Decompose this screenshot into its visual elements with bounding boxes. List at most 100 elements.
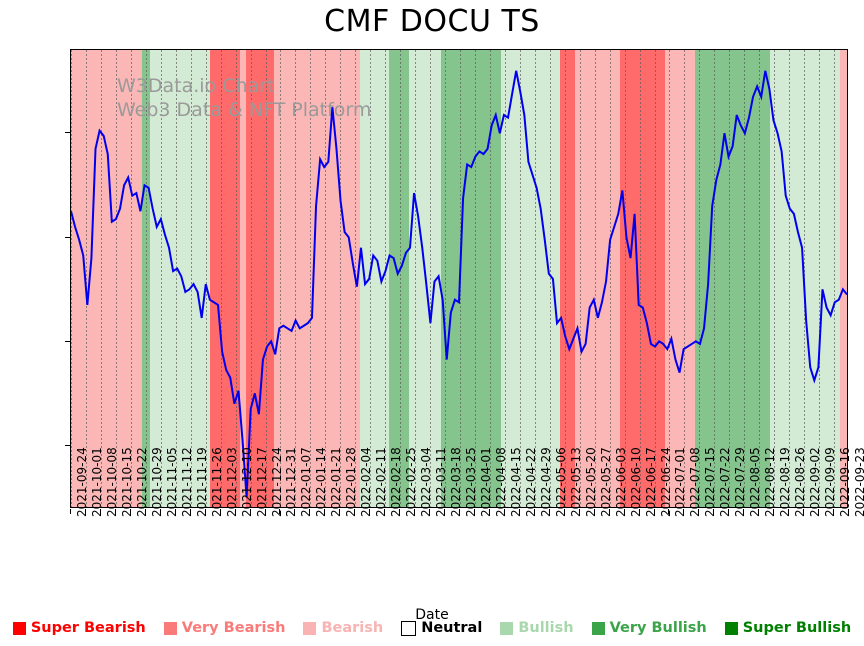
gridline	[744, 50, 746, 507]
gridline	[400, 50, 402, 507]
x-tick-mark	[488, 509, 490, 514]
legend-label: Bearish	[321, 620, 384, 636]
gridline	[684, 50, 686, 507]
gridline	[205, 50, 207, 507]
gridline	[504, 50, 506, 507]
x-tick-label: 2022-08-26	[793, 447, 808, 517]
x-tick-mark	[773, 509, 775, 514]
x-tick-label: 2022-06-03	[613, 447, 628, 517]
x-tick-mark	[668, 509, 670, 514]
gridline	[145, 50, 147, 507]
x-tick-mark	[354, 509, 356, 514]
y-tick-mark	[65, 445, 70, 447]
x-tick-mark	[204, 509, 206, 514]
x-tick-label: 2022-03-18	[449, 447, 464, 517]
gridline	[160, 50, 162, 507]
x-tick-mark	[503, 509, 505, 514]
sentiment-band-very_bearish	[575, 50, 621, 507]
sentiment-band-very_bearish	[239, 50, 247, 507]
gridline	[534, 50, 536, 507]
x-tick-label: 2022-08-19	[778, 447, 793, 517]
x-tick-label: 2021-10-08	[104, 447, 119, 517]
gridline	[430, 50, 432, 507]
legend-swatch-icon	[591, 621, 605, 635]
gridline	[100, 50, 102, 507]
x-tick-mark	[264, 509, 266, 514]
x-tick-label: 2022-04-22	[523, 447, 538, 517]
x-tick-mark	[459, 509, 460, 514]
x-tick-label: 2021-11-05	[164, 447, 179, 517]
x-tick-mark	[653, 509, 655, 514]
sentiment-band-super_bearish	[620, 50, 666, 507]
gridline	[729, 50, 731, 507]
x-tick-label: 2022-06-10	[628, 447, 643, 517]
legend-item-super-bullish[interactable]: Super Bullish	[724, 620, 852, 636]
x-tick-label: 2022-07-08	[688, 447, 703, 517]
gridline	[295, 50, 297, 507]
gridline	[250, 50, 252, 507]
gridline	[834, 50, 836, 507]
x-tick-mark	[623, 509, 625, 514]
x-tick-label: 2021-12-31	[284, 447, 299, 517]
x-tick-label: 2021-10-22	[134, 447, 149, 517]
gridline	[579, 50, 581, 507]
x-tick-label: 2022-01-07	[299, 447, 314, 517]
x-tick-label: 2022-04-29	[538, 447, 553, 517]
legend-swatch-icon	[724, 621, 738, 635]
gridline	[714, 50, 716, 507]
y-tick-mark	[65, 341, 70, 343]
y-tick-mark	[65, 132, 70, 134]
x-tick-mark	[129, 509, 131, 514]
sentiment-band-bullish	[150, 50, 210, 507]
x-tick-label: 2021-11-19	[194, 447, 209, 517]
sentiment-band-very_bearish	[840, 50, 847, 507]
x-tick-label: 2022-04-15	[508, 447, 523, 517]
x-tick-label: 2022-09-09	[823, 447, 838, 517]
legend-swatch-icon	[12, 621, 26, 635]
x-tick-label: 2022-08-12	[763, 447, 778, 517]
gridline	[564, 50, 566, 507]
gridline	[235, 50, 237, 507]
legend-item-very-bullish[interactable]: Very Bullish	[591, 620, 707, 636]
legend-item-very-bearish[interactable]: Very Bearish	[163, 620, 286, 636]
legend-label: Super Bullish	[742, 620, 852, 636]
x-tick-mark	[788, 509, 790, 514]
gridline	[774, 50, 776, 507]
gridline	[519, 50, 521, 507]
x-tick-mark	[414, 509, 416, 514]
legend-label: Very Bearish	[181, 620, 286, 636]
gridline	[445, 50, 447, 507]
x-tick-mark	[548, 509, 550, 514]
x-tick-mark	[99, 509, 101, 514]
gridline	[190, 50, 192, 507]
x-tick-label: 2022-03-11	[434, 447, 449, 517]
x-tick-mark	[593, 509, 595, 514]
legend-item-bullish[interactable]: Bullish	[500, 620, 574, 636]
x-tick-label: 2022-03-04	[419, 447, 434, 517]
x-tick-mark	[84, 509, 86, 514]
x-tick-label: 2021-10-29	[149, 447, 164, 517]
sentiment-band-super_bearish	[560, 50, 576, 507]
cmf-line	[71, 71, 847, 498]
legend-item-bearish[interactable]: Bearish	[303, 620, 383, 636]
x-tick-label: 2022-08-05	[748, 447, 763, 517]
x-tick-label: 2021-10-15	[119, 447, 134, 517]
legend-label: Neutral	[421, 620, 483, 636]
x-tick-mark	[114, 509, 116, 514]
x-tick-label: 2022-05-13	[568, 447, 583, 517]
plot-area: W3Data.io Chart Web3 Data & NFT Platform	[70, 49, 848, 508]
gridline	[340, 50, 342, 507]
legend-label: Bullish	[518, 620, 574, 636]
x-tick-mark	[444, 509, 446, 514]
x-tick-mark	[324, 509, 326, 514]
x-tick-mark	[818, 509, 820, 514]
gridline	[474, 50, 476, 507]
gridline	[549, 50, 551, 507]
cmf-line-series	[71, 50, 847, 508]
x-tick-mark	[833, 509, 835, 514]
x-tick-mark	[159, 509, 161, 514]
x-tick-mark	[144, 509, 146, 514]
legend-item-super-bearish[interactable]: Super Bearish	[12, 620, 146, 636]
gridline	[71, 50, 72, 507]
legend-item-neutral[interactable]: Neutral	[401, 620, 482, 636]
